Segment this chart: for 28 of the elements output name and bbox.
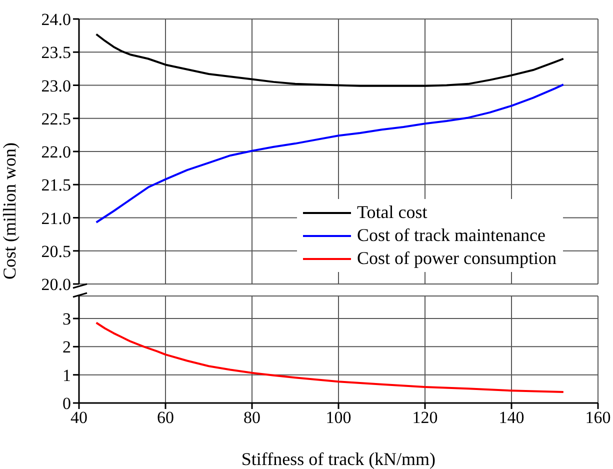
x-tick-label: 60 (157, 408, 174, 428)
legend-label: Cost of power consumption (357, 247, 556, 270)
y-tick-label: 24.0 (41, 10, 71, 30)
x-tick-label: 100 (326, 408, 352, 428)
y-tick-label: 1 (62, 366, 71, 385)
y-tick-label: 23.5 (41, 43, 71, 62)
y-axis-title: Cost (million won) (0, 142, 20, 280)
y-tick-label: 23.0 (41, 76, 71, 96)
x-tick-label: 140 (498, 408, 524, 428)
x-tick-label: 120 (412, 408, 438, 428)
y-tick-label: 21.5 (41, 176, 71, 195)
y-tick-label: 3 (62, 310, 71, 329)
y-tick-label: 22.0 (41, 142, 71, 162)
line-series (95, 33, 564, 87)
x-tick-label: 160 (585, 408, 611, 428)
line-series (95, 84, 564, 224)
line-series (95, 322, 564, 394)
legend-label: Cost of track maintenance (357, 224, 546, 247)
y-tick-label: 20.5 (41, 242, 71, 261)
y-tick-label: 22.5 (41, 109, 71, 128)
legend-label: Total cost (357, 201, 428, 224)
x-axis-title: Stiffness of track (kN/mm) (241, 449, 436, 469)
y-tick-label: 21.0 (41, 208, 71, 228)
y-tick-label: 20.0 (41, 275, 71, 294)
y-tick-label: 2 (62, 338, 71, 357)
y-tick-label: 0 (62, 394, 71, 414)
x-tick-label: 40 (70, 408, 88, 428)
x-tick-label: 80 (244, 408, 260, 428)
